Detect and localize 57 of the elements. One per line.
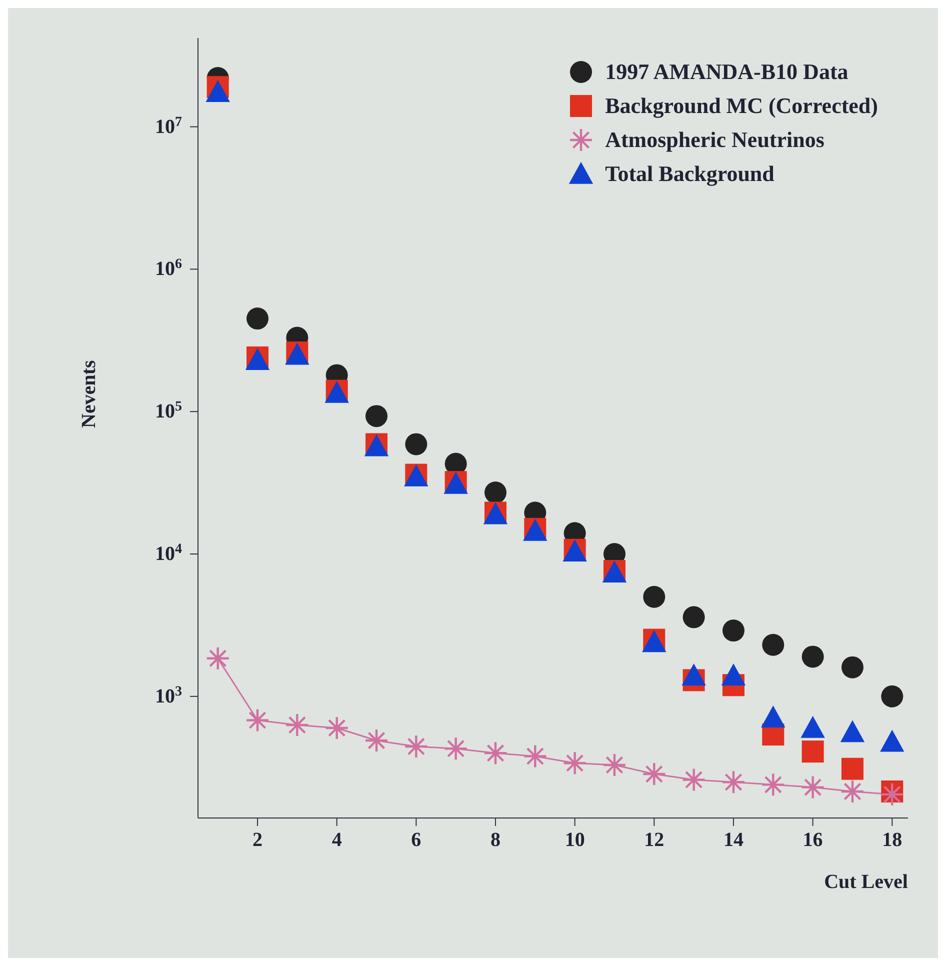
point [682,606,705,628]
point [643,763,666,786]
x-axis-title: Cut Level [824,871,908,893]
y-tick-label: 10$^{5}$ [155,399,182,423]
x-tick-label: 4 [332,829,342,851]
point [524,745,546,768]
point [405,433,428,456]
point [246,308,268,330]
point [802,740,824,763]
point [643,586,666,608]
point [802,646,824,668]
point [682,663,706,686]
point [721,663,746,686]
y-tick-label: 10$^{4}$ [155,541,182,565]
point [800,716,825,738]
point [722,771,744,794]
point [761,705,786,728]
point [722,620,744,642]
point [444,738,467,760]
point [286,714,308,736]
point [365,405,388,428]
x-tick-label: 8 [490,829,500,851]
point [405,735,428,758]
point [682,768,705,791]
x-tick-label: 2 [252,829,262,851]
y-axis-title: Nevents [78,360,100,428]
point [484,482,506,504]
point [603,754,626,776]
y-tick-label: 10$^{6}$ [155,256,182,280]
legend-label: Background MC (Corrected) [605,93,878,119]
point [841,780,864,802]
x-tick-label: 10 [564,829,585,851]
point [484,742,506,764]
point [246,709,268,732]
x-tick-label: 6 [411,829,422,851]
x-tick-label: 14 [723,829,744,851]
point [762,774,784,796]
point [326,716,348,739]
legend-label: Atmospheric Neutrinos [605,127,824,153]
y-tick-label: 10$^{7}$ [155,114,182,138]
x-tick-label: 18 [882,829,902,851]
point [841,758,864,780]
point [802,776,824,798]
y-tick-label: 10$^{3}$ [155,684,182,708]
point [880,730,904,752]
point [881,685,904,708]
point [762,634,784,656]
point [365,730,388,752]
point [206,80,230,102]
point [206,647,229,670]
x-tick-label: 16 [802,829,823,851]
legend-label: Total Background [605,161,774,187]
x-tick-label: 12 [644,829,664,851]
point [564,752,586,774]
legend-label: 1997 AMANDA-B10 Data [605,59,848,85]
point [840,720,865,742]
point [841,656,864,678]
